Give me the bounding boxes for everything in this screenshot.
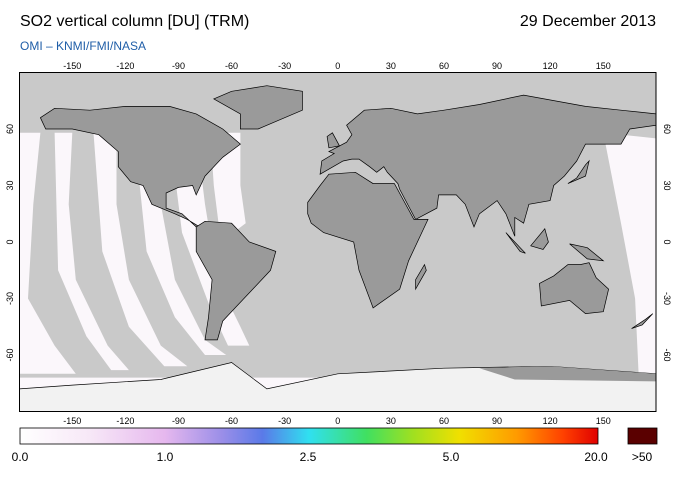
latitude-label: 0 (662, 239, 672, 244)
latitude-label: 0 (5, 239, 15, 244)
colorbar-label: 5.0 (443, 450, 460, 464)
map-frame (19, 72, 657, 412)
colorbar-overflow-label: >50 (632, 450, 653, 464)
longitude-label: 0 (335, 61, 340, 71)
swath (93, 132, 188, 367)
landmass (415, 263, 427, 291)
swath (19, 132, 76, 374)
landmass (530, 228, 549, 250)
title: SO2 vertical column [DU] (TRM) (20, 13, 249, 30)
latitude-label: 60 (662, 124, 672, 134)
longitude-label: -60 (225, 61, 238, 71)
longitude-label: 30 (386, 61, 396, 71)
colorbar-label: 2.5 (300, 450, 317, 464)
longitude-label: -150 (63, 61, 81, 71)
colorbar-label: 20.0 (584, 450, 608, 464)
landmass (567, 159, 590, 184)
landmass (631, 313, 654, 329)
longitude-label: -90 (172, 416, 185, 426)
date: 29 December 2013 (520, 13, 656, 30)
longitude-label: 60 (439, 416, 449, 426)
longitude-label: -90 (172, 61, 185, 71)
antarctica-shade (479, 366, 656, 382)
longitude-label: -120 (116, 61, 134, 71)
latitude-label: 30 (5, 180, 15, 190)
source: OMI – KNMI/FMI/NASA (20, 39, 146, 53)
longitude-label: 90 (492, 416, 502, 426)
longitude-label: -30 (278, 416, 291, 426)
latitude-label: -60 (662, 348, 672, 361)
swath (603, 132, 656, 374)
longitude-label: 150 (596, 61, 611, 71)
longitude-label: 120 (543, 416, 558, 426)
landmass (319, 94, 656, 237)
landmass (195, 220, 277, 341)
longitude-label: -30 (278, 61, 291, 71)
longitude-label: -60 (225, 416, 238, 426)
colorbar (19, 427, 599, 445)
longitude-label: 150 (596, 416, 611, 426)
longitude-label: -150 (63, 416, 81, 426)
landmass (307, 171, 429, 309)
landmass (326, 132, 341, 149)
latitude-label: -30 (662, 292, 672, 305)
longitude-label: 120 (543, 61, 558, 71)
landmass (539, 262, 609, 314)
map-area (19, 72, 656, 412)
landmass (213, 85, 303, 130)
colorbar-overflow (627, 427, 658, 445)
colorbar-label: 0.0 (12, 450, 29, 464)
longitude-label: 0 (335, 416, 340, 426)
landmass (569, 243, 605, 262)
latitude-label: -30 (5, 292, 15, 305)
longitude-label: -120 (116, 416, 134, 426)
colorbar-label: 1.0 (157, 450, 174, 464)
swath (54, 132, 129, 371)
longitude-label: 90 (492, 61, 502, 71)
antarctica (19, 362, 656, 412)
longitude-label: 30 (386, 416, 396, 426)
latitude-label: 60 (5, 124, 15, 134)
latitude-label: -60 (5, 348, 15, 361)
landmass (505, 232, 526, 254)
longitude-label: 60 (439, 61, 449, 71)
landmass (39, 106, 241, 228)
latitude-label: 30 (662, 180, 672, 190)
